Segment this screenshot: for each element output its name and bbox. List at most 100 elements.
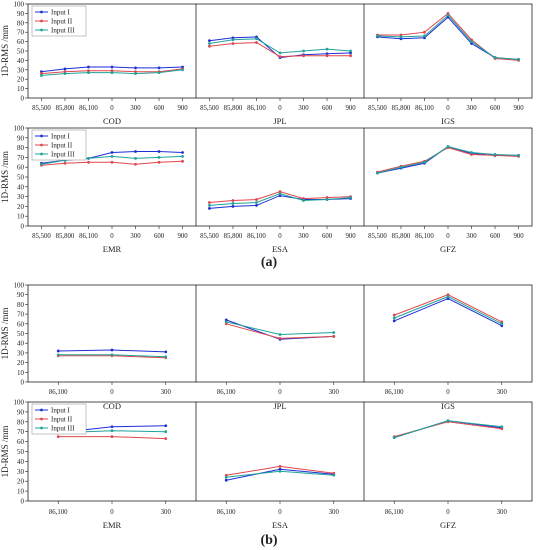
legend-marker: [40, 19, 43, 23]
x-tick-label: 300: [130, 105, 141, 112]
data-point: [164, 424, 168, 428]
data-point: [208, 206, 211, 210]
data-point: [332, 335, 336, 338]
y-tick-label: 0: [21, 498, 25, 506]
x-tick-label: 85,800: [392, 233, 411, 240]
x-tick-label: 0: [278, 389, 282, 396]
series-line-1: [377, 146, 519, 174]
legend-label: Input II: [51, 416, 73, 424]
subplot-label-igs: IGS: [441, 401, 455, 411]
x-tick-label: 86,100: [247, 105, 266, 112]
data-point: [376, 34, 379, 38]
x-tick-label: 85,800: [56, 233, 75, 240]
data-point: [500, 324, 504, 328]
data-point: [392, 319, 396, 323]
data-point: [231, 202, 235, 205]
data-point: [255, 201, 258, 204]
x-tick-label: 0: [278, 233, 282, 240]
data-point: [110, 425, 114, 429]
data-point: [164, 437, 168, 441]
y-tick-label: 70: [17, 29, 25, 37]
legend-marker: [40, 426, 43, 430]
data-point: [110, 429, 114, 433]
data-point: [255, 41, 258, 44]
y-tick-label: 40: [17, 340, 25, 348]
x-tick-label: 0: [278, 105, 282, 112]
data-point: [181, 68, 184, 72]
data-point: [376, 171, 379, 175]
data-point: [423, 34, 426, 38]
data-point: [208, 39, 211, 43]
x-tick-label: 300: [161, 389, 172, 396]
legend-marker: [40, 10, 43, 14]
legend-marker: [40, 28, 43, 32]
data-point: [446, 145, 450, 149]
data-point: [181, 159, 184, 163]
data-point: [110, 348, 114, 352]
data-point: [255, 198, 258, 201]
legend-label: Input III: [51, 27, 75, 35]
data-point: [278, 194, 282, 198]
y-tick-label: 50: [17, 448, 25, 456]
data-point: [56, 349, 60, 353]
data-point: [399, 35, 403, 39]
data-point: [87, 71, 90, 75]
x-tick-label: 900: [345, 105, 356, 112]
x-tick-label: 300: [298, 233, 309, 240]
x-tick-label: 300: [329, 509, 340, 516]
y-tick-label: 80: [17, 19, 25, 27]
legend-label: Input II: [51, 18, 73, 26]
subplot-label-cod: COD: [103, 401, 121, 411]
data-point: [110, 155, 114, 158]
data-point: [278, 469, 282, 473]
data-point: [302, 199, 305, 202]
data-point: [208, 42, 211, 45]
subplot-label-jpl: JPL: [273, 401, 286, 411]
data-point: [325, 198, 329, 201]
legend-marker: [40, 417, 43, 421]
data-point: [181, 151, 184, 154]
data-point: [56, 353, 60, 357]
x-tick-label: 85,500: [32, 105, 51, 112]
data-point: [157, 66, 161, 70]
subplot-label-cod: COD: [103, 116, 121, 126]
x-tick-label: 300: [161, 509, 172, 516]
x-tick-label: 85,500: [32, 233, 51, 240]
data-point: [87, 156, 90, 160]
y-tick-label: 60: [17, 438, 25, 446]
data-point: [134, 66, 137, 70]
x-tick-label: 85,800: [56, 105, 75, 112]
data-point: [224, 322, 228, 326]
x-tick-label: 0: [110, 233, 114, 240]
x-tick-label: 900: [513, 105, 524, 112]
x-tick-label: 86,100: [49, 509, 68, 516]
data-point: [332, 471, 336, 475]
data-point: [164, 430, 168, 434]
x-tick-label: 0: [446, 389, 450, 396]
x-tick-label: 86,100: [79, 233, 98, 240]
data-point: [423, 30, 426, 34]
data-point: [278, 467, 282, 471]
x-tick-label: 86,100: [217, 389, 236, 396]
y-tick-label: 30: [17, 193, 25, 201]
data-point: [470, 151, 473, 154]
data-point: [110, 71, 114, 75]
x-tick-label: 600: [490, 233, 501, 240]
y-axis-label: 1D-RMS /mm: [0, 151, 10, 203]
data-point: [110, 353, 114, 357]
data-point: [278, 55, 282, 59]
y-tick-label: 0: [21, 95, 25, 103]
data-point: [157, 71, 161, 75]
data-point: [63, 67, 67, 71]
panel-b-label: (b): [260, 533, 277, 548]
y-tick-label: 40: [17, 57, 25, 65]
y-tick-label: 50: [17, 174, 25, 182]
data-point: [278, 333, 282, 336]
x-tick-label: 900: [177, 105, 188, 112]
y-tick-label: 30: [17, 349, 25, 357]
y-tick-label: 60: [17, 38, 25, 46]
data-point: [224, 318, 228, 322]
plot-frame: [27, 401, 533, 502]
